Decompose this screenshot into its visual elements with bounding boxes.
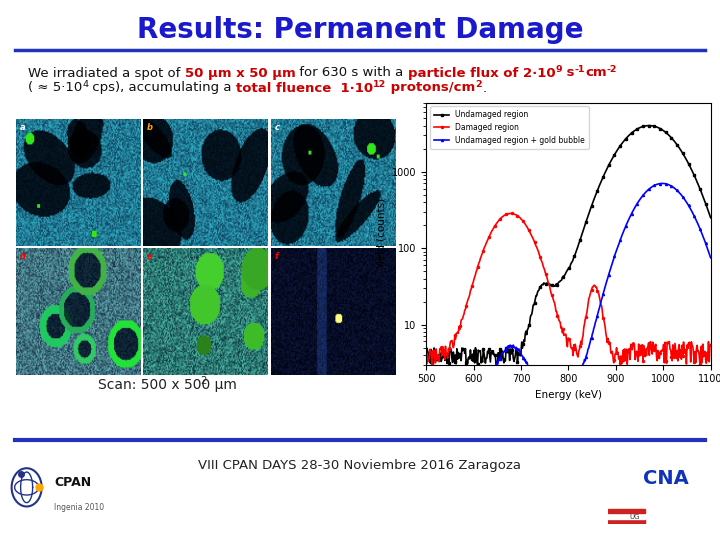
Text: cm: cm xyxy=(585,66,607,79)
Text: c: c xyxy=(274,123,279,132)
Text: 4: 4 xyxy=(82,80,89,89)
Undamaged region xyxy=(516,352,524,359)
Text: Results: Permanent Damage: Results: Permanent Damage xyxy=(137,16,583,44)
Bar xyxy=(608,514,645,518)
Text: .: . xyxy=(482,82,487,94)
Text: 9: 9 xyxy=(556,65,562,74)
Damaged region xyxy=(706,341,715,348)
Legend: Undamaged region, Damaged region, Undamaged region + gold bubble: Undamaged region, Damaged region, Undama… xyxy=(430,106,589,148)
Text: protons/cm: protons/cm xyxy=(387,82,476,94)
Undamaged region xyxy=(601,168,610,174)
Text: Scan: 500 x 500 μm: Scan: 500 x 500 μm xyxy=(98,378,237,392)
Text: 2: 2 xyxy=(476,80,482,89)
Text: -2: -2 xyxy=(607,65,617,74)
Text: CPAN: CPAN xyxy=(54,476,91,489)
Undamaged region xyxy=(456,351,465,357)
Text: 50 μm x 50 μm: 50 μm x 50 μm xyxy=(184,66,295,79)
Text: -1: -1 xyxy=(575,65,585,74)
Bar xyxy=(608,509,645,514)
Undamaged region xyxy=(628,129,636,136)
Damaged region xyxy=(516,214,524,221)
Text: s: s xyxy=(562,66,575,79)
Line: Damaged region: Damaged region xyxy=(426,212,711,366)
Text: CNA: CNA xyxy=(643,469,689,488)
Text: VIII CPAN DAYS 28-30 Noviembre 2016 Zaragoza: VIII CPAN DAYS 28-30 Noviembre 2016 Zara… xyxy=(199,458,521,471)
Undamaged region + gold bubble xyxy=(515,346,523,352)
Damaged region xyxy=(422,359,431,365)
Damaged region xyxy=(505,210,514,217)
Undamaged region + gold bubble xyxy=(601,281,610,287)
Text: a: a xyxy=(19,123,25,132)
Text: total fluence  1·10: total fluence 1·10 xyxy=(236,82,373,94)
Text: ( ≈ 5·10: ( ≈ 5·10 xyxy=(28,82,82,94)
Undamaged region + gold bubble xyxy=(628,209,636,215)
Text: particle flux of 2·10: particle flux of 2·10 xyxy=(408,66,556,79)
Damaged region xyxy=(623,361,631,368)
Bar xyxy=(608,519,645,524)
Undamaged region + gold bubble xyxy=(422,384,431,391)
Text: b: b xyxy=(147,123,153,132)
Damaged region xyxy=(535,252,544,259)
Undamaged region + gold bubble xyxy=(706,254,715,261)
Undamaged region xyxy=(473,361,482,368)
Undamaged region xyxy=(706,214,715,221)
Text: f: f xyxy=(274,252,278,261)
Damaged region xyxy=(456,322,465,329)
X-axis label: Energy (keV): Energy (keV) xyxy=(535,390,602,400)
Undamaged region xyxy=(422,354,431,360)
Text: We irradiated a spot of: We irradiated a spot of xyxy=(28,66,184,79)
Text: cps), accumulating a: cps), accumulating a xyxy=(89,82,236,94)
Text: d: d xyxy=(19,252,26,261)
Y-axis label: Yield (counts): Yield (counts) xyxy=(377,198,387,269)
Text: 2: 2 xyxy=(200,376,207,386)
Undamaged region xyxy=(535,285,544,291)
Text: 12: 12 xyxy=(373,80,387,89)
Text: for 630 s with a: for 630 s with a xyxy=(295,66,408,79)
Line: Undamaged region: Undamaged region xyxy=(426,125,711,366)
Line: Undamaged region + gold bubble: Undamaged region + gold bubble xyxy=(426,183,711,401)
Undamaged region + gold bubble xyxy=(629,206,638,213)
Text: e: e xyxy=(147,252,153,261)
Undamaged region + gold bubble xyxy=(658,180,667,187)
Damaged region xyxy=(629,340,637,346)
Undamaged region + gold bubble xyxy=(549,397,557,403)
Undamaged region + gold bubble xyxy=(456,384,465,391)
Undamaged region + gold bubble xyxy=(534,383,543,389)
Damaged region xyxy=(601,330,610,336)
Text: UG: UG xyxy=(629,514,640,521)
Undamaged region xyxy=(645,123,654,129)
Undamaged region xyxy=(629,128,638,134)
Text: Ingenia 2010: Ingenia 2010 xyxy=(54,503,104,511)
Damaged region xyxy=(630,341,639,347)
